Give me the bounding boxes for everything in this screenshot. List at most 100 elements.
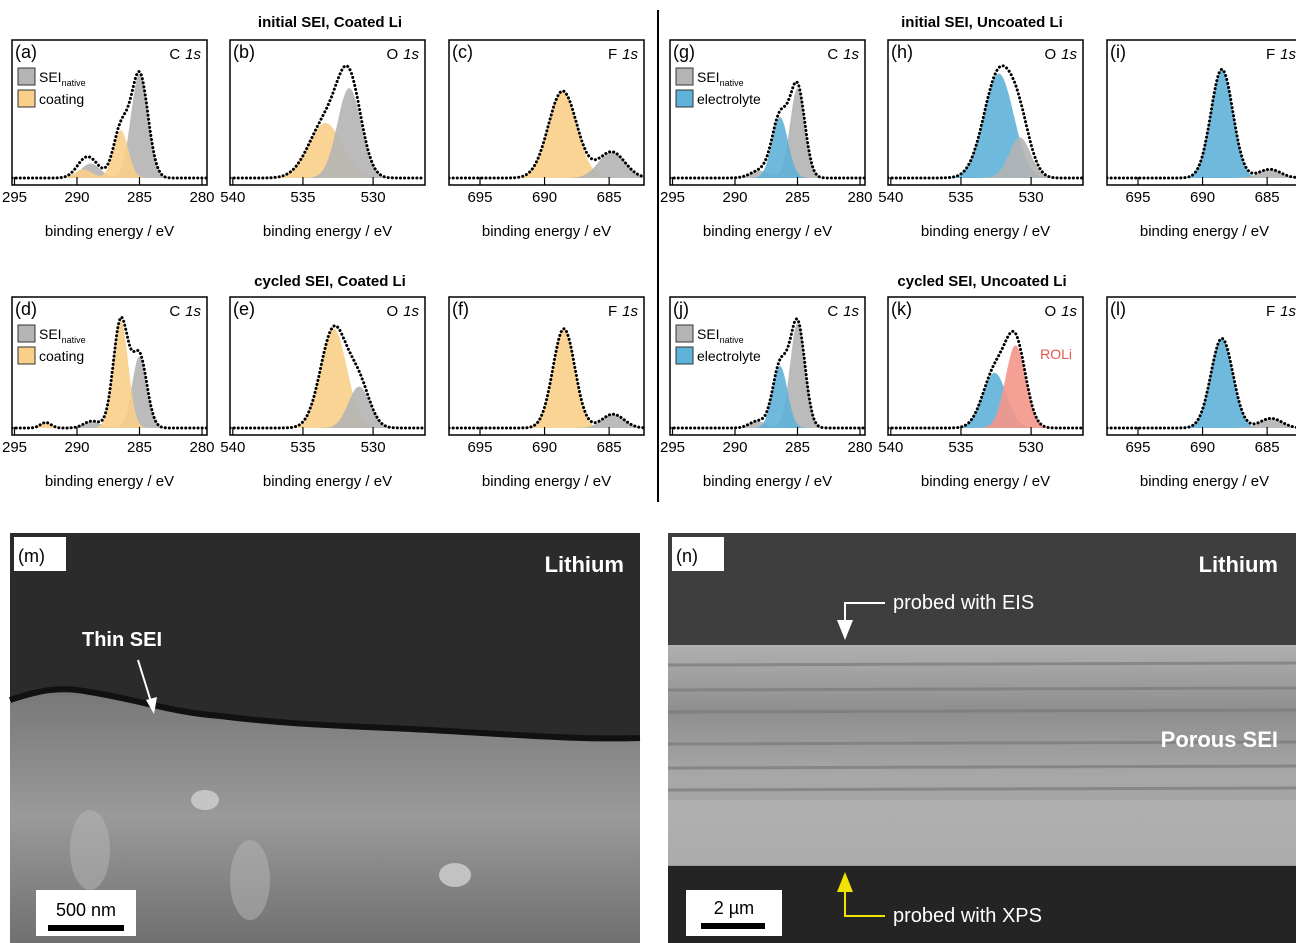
x-tick-label: 695 [467,439,492,456]
core-level-label: O 1s [386,303,419,320]
legend-name: SEI [39,69,62,85]
envelope [888,64,1083,180]
panel-frame [11,39,208,186]
x-tick-label: 285 [785,189,810,206]
panel-frame [448,39,645,186]
xps-panel: 695 690 685 binding energy / eV (i) F 1s [1106,39,1296,240]
component-area [449,328,644,428]
x-tick-label: 295 [2,189,27,206]
component-area [449,414,644,428]
legend-swatch [17,324,36,343]
envelope [670,80,865,180]
x-axis-label: binding energy / eV [1140,223,1269,240]
panel-label: (m) [18,546,45,566]
core-level-label: F 1s [1266,46,1296,63]
panel-label: (j) [673,299,689,319]
xps-panel: 295 290 285 280 binding energy / eV (d) C 1s SEI… [2,296,215,490]
panel-frame [1106,296,1296,436]
x-tick-label: 280 [847,439,872,456]
row-title: cycled SEI, Uncoated Li [897,273,1066,290]
component-area [449,151,644,178]
orbital: 1s [622,46,638,63]
panel-frame [669,296,866,436]
x-axis-label: binding energy / eV [482,473,611,490]
x-tick-label: 540 [220,439,245,456]
panel-label-box [13,41,47,63]
component-area [12,130,207,178]
element: C [169,46,180,63]
x-tick-label: 690 [1190,439,1215,456]
component-area [230,122,425,178]
x-axis-label: binding energy / eV [482,223,611,240]
x-tick-label: 685 [1255,439,1280,456]
envelope [12,315,207,430]
sem-image-m: (m) Lithium Thin SEI 500 nm [9,533,641,943]
panel-label-box [14,537,66,571]
x-tick-label: 535 [290,189,315,206]
core-level-label: C 1s [827,303,859,320]
x-tick-label: 685 [597,439,622,456]
element: O [386,46,398,63]
x-tick-label: 540 [220,189,245,206]
x-tick-label: 540 [878,439,903,456]
x-tick-label: 530 [1019,439,1044,456]
x-tick-label: 295 [660,189,685,206]
panel-label: (c) [452,42,473,62]
panel-frame [229,39,426,186]
x-tick-label: 280 [189,189,214,206]
legend-subscript: native [720,78,744,88]
legend-label: coating [39,348,84,364]
legend-name: coating [39,348,84,364]
component-area [670,366,865,428]
panel-label: (f) [452,299,469,319]
x-tick-label: 295 [2,439,27,456]
legend-swatch [675,324,694,343]
plot-area [230,324,425,430]
component-area [888,372,1083,428]
orbital: 1s [1280,46,1296,63]
orbital: 1s [843,46,859,63]
orbital: 1s [1280,303,1296,320]
plot-area [670,80,865,180]
x-tick-label: 285 [127,189,152,206]
plot-area [888,329,1083,430]
legend-label: SEInative [697,326,744,345]
panel-label-box [231,298,265,320]
core-level-label: F 1s [608,46,639,63]
panel-label: (b) [233,42,255,62]
x-tick-label: 690 [1190,189,1215,206]
x-tick-label: 535 [290,439,315,456]
panel-label: (e) [233,299,255,319]
panel-frame [887,296,1084,436]
envelope [449,327,644,430]
orbital: 1s [1061,303,1077,320]
orbital: 1s [622,303,638,320]
legend-name: coating [39,91,84,107]
xps-panel: 695 690 685 binding energy / eV (f) F 1s [448,296,645,490]
element: C [169,303,180,320]
legend-label: SEInative [39,326,86,345]
x-axis-label: binding energy / eV [921,473,1050,490]
component-area [12,73,207,178]
component-area [1107,169,1296,178]
x-tick-label: 690 [532,439,557,456]
x-axis-label: binding energy / eV [45,223,174,240]
x-tick-label: 695 [1125,189,1150,206]
row-title: initial SEI, Coated Li [258,14,402,31]
legend-swatch [675,346,694,365]
legend-label: electrolyte [697,348,761,364]
panel-frame [1106,39,1296,186]
image-title: Lithium [545,552,624,577]
x-tick-label: 290 [722,439,747,456]
plot-area [670,316,865,430]
core-level-label: F 1s [1266,303,1296,320]
legend-swatch [17,346,36,365]
x-tick-label: 295 [660,439,685,456]
element: O [1044,46,1056,63]
row-title: cycled SEI, Coated Li [254,273,406,290]
envelope [1107,67,1296,180]
panel-label-box [450,41,484,63]
x-tick-label: 685 [597,189,622,206]
core-level-label: C 1s [169,303,201,320]
envelope [888,329,1083,430]
